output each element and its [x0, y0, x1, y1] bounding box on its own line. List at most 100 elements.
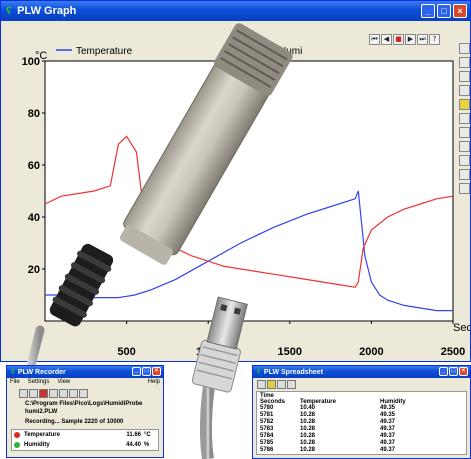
table-body: 5780 10.40 49.35 5781 10.28 49.35 5782 10.28 49.… [260, 405, 463, 454]
legend-label: Humi [279, 46, 302, 57]
window-title: PLW Graph [17, 5, 77, 17]
recorder-titlebar[interactable]: ʕ PLW Recorder _ □ × [7, 366, 163, 378]
spreadsheet-window: ʕ PLW Spreadsheet _ □ × Time Seconds Tem… [252, 365, 471, 459]
table-row: 5780 10.40 49.35 [260, 405, 463, 412]
y-tick-label: 40 [28, 212, 40, 224]
recorder-title: PLW Recorder [17, 368, 66, 376]
close-button[interactable]: × [459, 367, 468, 376]
line-chart: °C Sec 100 80 60 40 20 500 1000 1500 2000 2500 Te… [22, 46, 471, 358]
table-cell: 10.28 [300, 426, 316, 432]
minimize-button[interactable]: _ [439, 367, 448, 376]
grid-icon[interactable] [459, 183, 470, 194]
table-cell: 49.35 [380, 412, 396, 418]
pen-icon[interactable] [459, 71, 470, 82]
table-cell: 49.35 [380, 405, 396, 411]
graph-titlebar[interactable]: ʕ PLW Graph _ □ × [1, 1, 470, 21]
close-button[interactable]: × [152, 367, 161, 376]
table-row: 5785 10.28 49.37 [260, 440, 463, 447]
grid-icon[interactable] [459, 113, 470, 124]
readings-panel: Temperature 11.66 °C Humidity 44.40 % [11, 429, 159, 451]
table-row: 5786 10.28 49.37 [260, 447, 463, 454]
nav-button-2[interactable]: ■ [393, 34, 404, 45]
check-icon[interactable] [459, 169, 470, 180]
table-cell: 49.37 [380, 440, 396, 446]
col-header-temperature: Temperature [300, 399, 336, 405]
sheet-icon[interactable] [79, 389, 88, 398]
table-cell: 5782 [260, 419, 274, 425]
table-cell: 49.37 [380, 419, 396, 425]
table-cell: 5786 [260, 447, 274, 453]
app-icon: ʕ [6, 5, 13, 17]
nav-button-4[interactable]: ⏭ [417, 34, 428, 45]
record-icon[interactable] [39, 389, 48, 398]
table-cell: 10.28 [300, 412, 316, 418]
legend-label: Temperature [76, 46, 133, 57]
nav-button-0[interactable]: ⏮ [369, 34, 380, 45]
menu-help[interactable]: Help [147, 379, 160, 385]
y-tick-label: 60 [28, 160, 40, 172]
spreadsheet-toolbar [257, 380, 297, 389]
nav-button-3[interactable]: ▶ [405, 34, 416, 45]
grid-icon[interactable] [459, 141, 470, 152]
edit-icon[interactable] [267, 380, 276, 389]
grid-icon[interactable] [459, 127, 470, 138]
table-cell: 10.28 [300, 447, 316, 453]
new-icon[interactable] [19, 389, 28, 398]
recorder-window: ʕ PLW Recorder _ □ × File Settings View … [6, 365, 164, 458]
reading-value: 44.40 [125, 442, 141, 448]
y-tick-label: 20 [28, 264, 40, 276]
x-tick-label: 2000 [359, 346, 383, 358]
maximize-button[interactable]: □ [142, 367, 151, 376]
arrow-icon[interactable] [277, 380, 286, 389]
col-header-humidity: Humidity [380, 399, 406, 405]
reading-label: Humidity [24, 442, 50, 448]
maximize-button[interactable]: □ [449, 367, 458, 376]
spreadsheet-titlebar[interactable]: ʕ PLW Spreadsheet _ □ × [253, 366, 470, 378]
recording-status: Recording... Sample 2220 of 10000 [25, 419, 124, 425]
arrow-down-icon[interactable] [459, 85, 470, 96]
menu-view[interactable]: View [57, 379, 71, 385]
minimize-button[interactable]: _ [421, 4, 435, 18]
y-tick-label: 100 [22, 56, 40, 68]
nav-button-5[interactable]: ? [429, 34, 440, 45]
app-icon: ʕ [257, 368, 261, 376]
maximize-button[interactable]: □ [437, 4, 451, 18]
side-toolbar [459, 43, 470, 194]
table-cell: 49.37 [380, 426, 396, 432]
save-icon[interactable] [257, 380, 266, 389]
x-axis-unit: Sec [453, 322, 471, 334]
series-line-temperature [45, 190, 453, 312]
table-cell: 10.28 [300, 419, 316, 425]
table-cell: 49.37 [380, 433, 396, 439]
file-path: C:\Program Files\Pico\Logs\HumidiProbe h… [25, 400, 142, 416]
table-cell: 10.28 [300, 433, 316, 439]
y-axis-unit: °C [35, 50, 47, 62]
menu-settings[interactable]: Settings [27, 379, 50, 385]
x-tick-label: 500 [117, 346, 135, 358]
table-cell: 10.28 [300, 440, 316, 446]
plot-area [44, 60, 454, 322]
graph-window: ʕ PLW Graph _ □ × ⏮ ◀ ■ ▶ ⏭? °C Sec 100 80 60 4… [0, 0, 471, 362]
graph-icon[interactable] [69, 389, 78, 398]
green-dot-icon [14, 442, 20, 448]
file-path-line1: C:\Program Files\Pico\Logs\HumidiProbe [25, 401, 143, 407]
grid-icon[interactable] [459, 155, 470, 166]
menu-file[interactable]: File [10, 379, 20, 385]
nav-button-1[interactable]: ◀ [381, 34, 392, 45]
stop-icon[interactable] [49, 389, 58, 398]
recorder-toolbar [19, 389, 89, 398]
check-icon[interactable] [459, 99, 470, 110]
red-dot-icon [14, 432, 20, 438]
y-tick-label: 80 [28, 108, 40, 120]
zoom-in-icon[interactable] [459, 43, 470, 54]
pen-icon[interactable] [459, 57, 470, 68]
pen-icon[interactable] [287, 380, 296, 389]
col-header-time: Time Seconds [260, 393, 286, 405]
pause-icon[interactable] [59, 389, 68, 398]
close-button[interactable]: × [453, 4, 467, 18]
open-icon[interactable] [29, 389, 38, 398]
minimize-button[interactable]: _ [132, 367, 141, 376]
spreadsheet-title: PLW Spreadsheet [263, 368, 324, 376]
reading-row-humidity: Humidity 44.40 % [12, 440, 158, 450]
table-header: Time Seconds Temperature Humidity [260, 393, 463, 405]
